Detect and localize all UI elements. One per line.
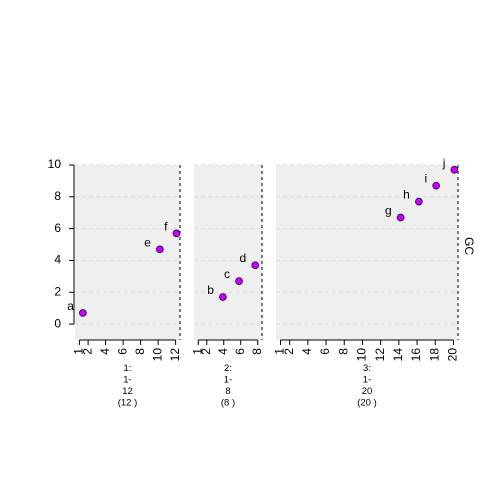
y-axis: 0 2 4 6 8 10: [48, 157, 75, 330]
x-tick-label: 4: [216, 348, 230, 355]
panel-group-label: (8 ): [221, 398, 235, 409]
data-point-d: [251, 261, 260, 270]
panel-group-label: (12 ): [118, 398, 138, 409]
point-label-a: a: [67, 299, 74, 313]
x-tick-label: 2: [282, 348, 296, 355]
x-tick-label: 4: [98, 348, 112, 355]
data-point-a: [79, 309, 87, 317]
x-tick-label: 18: [427, 348, 441, 362]
x-tick-label: 6: [115, 348, 129, 355]
x-tick-label: 20: [446, 348, 460, 362]
point-label-d: d: [240, 251, 247, 265]
panel-background: [276, 165, 458, 340]
y-tick-label: 4: [54, 253, 61, 267]
x-tick-label: 12: [373, 348, 387, 362]
data-point-g: [396, 213, 405, 222]
panel-group-label: 3:: [363, 363, 371, 374]
y-axis-label: GC: [462, 237, 476, 255]
panel-1: 12 4 6 8 10 121:1-12(12 )aef: [67, 164, 182, 409]
x-tick-label: 1: [273, 348, 287, 355]
x-tick-label: 2: [80, 348, 94, 355]
x-tick-label: 10: [150, 348, 164, 362]
y-tick-label: 0: [54, 316, 61, 330]
x-tick-label: 8: [250, 348, 264, 355]
x-tick-label: 12: [168, 348, 182, 362]
panel-group-label: 1-: [224, 375, 232, 386]
point-label-c: c: [224, 267, 230, 281]
panel-background: [194, 165, 262, 340]
point-label-f: f: [164, 219, 168, 233]
panel-group-label: 12: [122, 386, 133, 397]
x-tick-label: 10: [355, 348, 369, 362]
x-tick-label: 14: [391, 348, 405, 362]
panel-group-label: 1:: [124, 363, 132, 374]
y-tick-label: 8: [54, 189, 61, 203]
x-tick-label: 1: [72, 348, 86, 355]
panel-group-label: 1-: [363, 375, 371, 386]
data-point-b: [219, 293, 227, 301]
panel-group-label: 20: [362, 386, 373, 397]
data-point-e: [156, 245, 164, 254]
point-label-i: i: [424, 172, 427, 186]
point-label-e: e: [144, 235, 151, 249]
data-point-f: [172, 229, 181, 238]
x-tick-label: 1: [190, 348, 204, 355]
x-tick-label: 8: [133, 348, 147, 355]
panel-group-label: 2:: [224, 363, 232, 374]
point-label-g: g: [385, 204, 392, 218]
point-label-h: h: [403, 188, 410, 202]
panel-group-label: 8: [225, 386, 230, 397]
panel-background: [75, 165, 180, 340]
y-tick-label: 6: [54, 221, 61, 235]
x-tick-label: 8: [336, 348, 350, 355]
data-point-c: [235, 277, 243, 285]
x-tick-label: 4: [300, 348, 314, 355]
point-label-b: b: [207, 283, 214, 297]
x-tick-label: 6: [233, 348, 247, 355]
panel-group-label: 1-: [123, 375, 131, 386]
x-tick-label: 2: [199, 348, 213, 355]
panel-2: 12 4 6 82:1-8(8 )bcd: [190, 164, 264, 409]
x-tick-label: 16: [409, 348, 423, 362]
point-label-j: j: [442, 156, 446, 170]
y-tick-label: 10: [48, 157, 62, 171]
y-tick-label: 2: [54, 284, 61, 298]
data-point-i: [432, 181, 441, 190]
data-point-j: [450, 165, 459, 174]
data-point-h: [415, 197, 423, 206]
x-tick-label: 6: [318, 348, 332, 355]
panel-group-label: (20 ): [357, 398, 377, 409]
